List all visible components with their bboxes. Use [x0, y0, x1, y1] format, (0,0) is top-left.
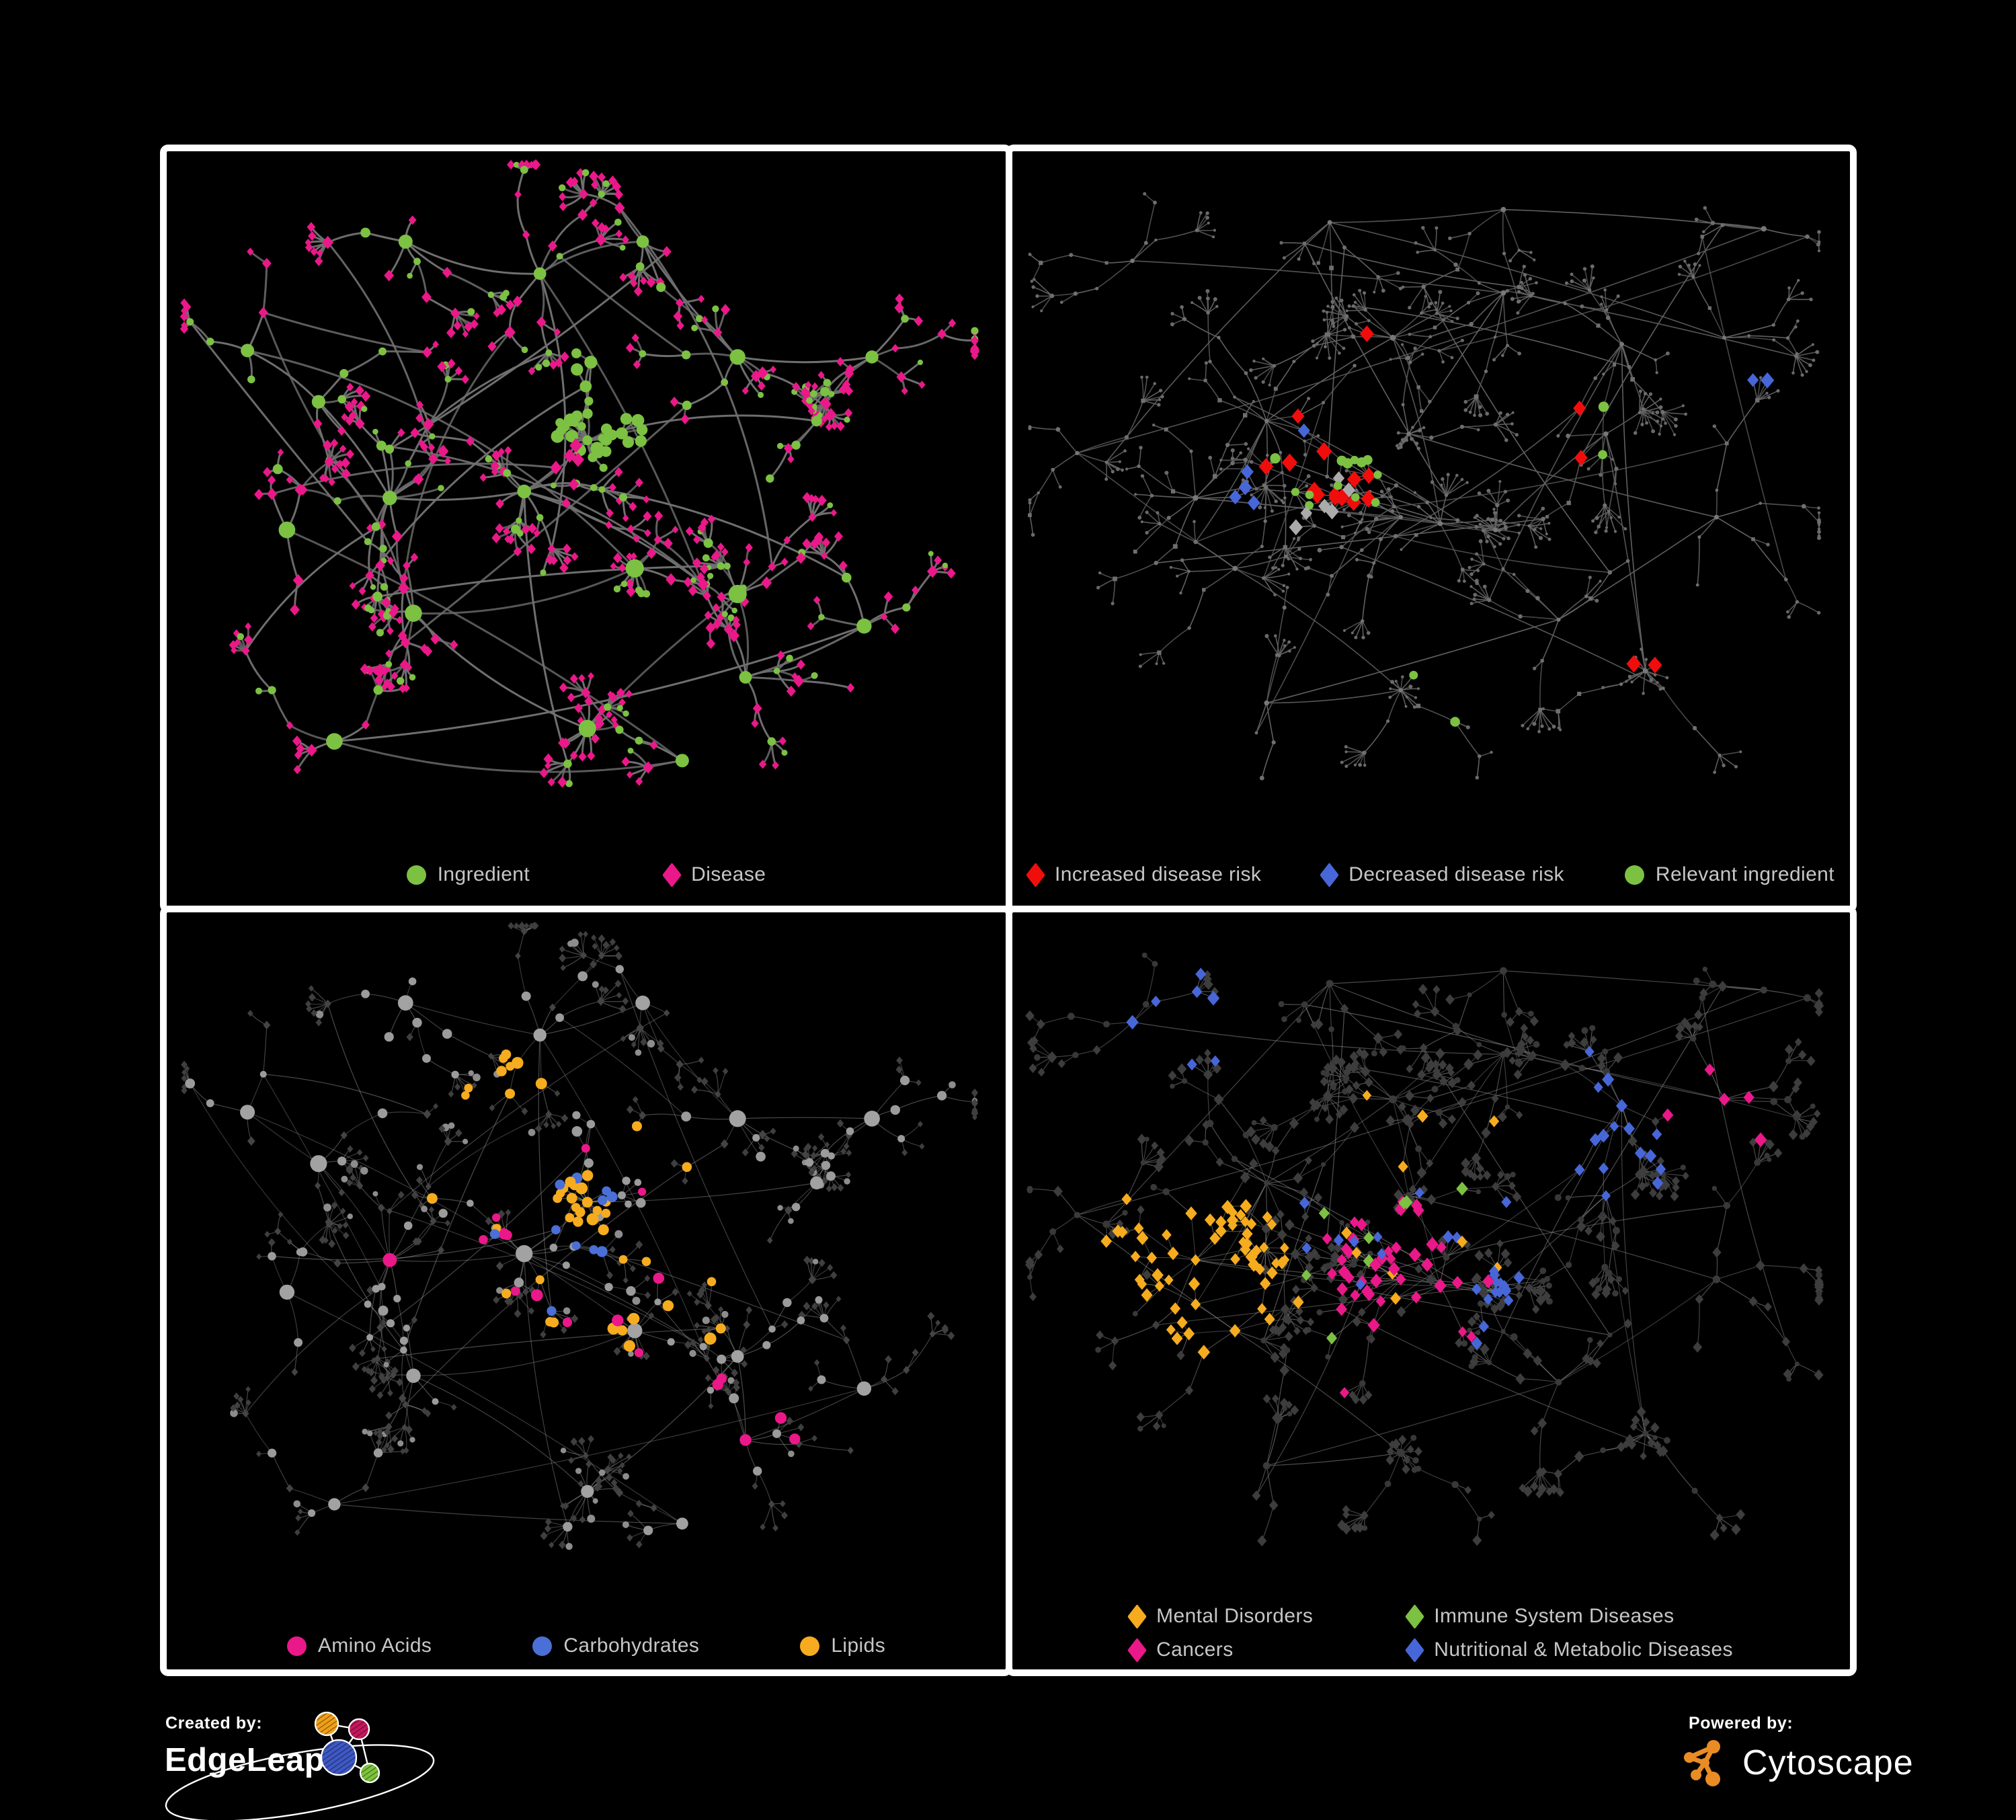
legend-label: Mental Disorders	[1156, 1605, 1314, 1627]
legend-item-cancers: Cancers	[1127, 1637, 1313, 1663]
legend-item-decreased-risk: Decreased disease risk	[1320, 862, 1564, 887]
legend-item-nutritional-metabolic-diseases: Nutritional & Metabolic Diseases	[1405, 1637, 1733, 1663]
increased-risk-diamond-icon	[1026, 862, 1045, 887]
cancers-diamond-icon	[1127, 1637, 1147, 1663]
panel-ingredient-disease: Ingredient Disease	[160, 145, 1012, 913]
legend-macronutrients: Amino Acids Carbohydrates Lipids	[167, 1634, 1006, 1657]
legend-label: Decreased disease risk	[1348, 863, 1564, 885]
legend-label: Cancers	[1156, 1638, 1234, 1661]
cytoscape-wordmark: Cytoscape	[1742, 1743, 1914, 1782]
legend-ingredient-disease: Ingredient Disease	[167, 862, 1006, 887]
edgeleap-network-logo-icon	[314, 1711, 380, 1784]
disease-diamond-icon	[662, 862, 682, 887]
nutritional-metabolic-diamond-icon	[1405, 1637, 1425, 1663]
legend-label: Carbohydrates	[563, 1634, 700, 1657]
lipids-circle-icon	[800, 1636, 820, 1656]
ingredient-disease-network-canvas	[179, 159, 980, 788]
legend-item-ingredient: Ingredient	[406, 863, 530, 886]
legend-item-increased-risk: Increased disease risk	[1026, 862, 1262, 887]
legend-label: Amino Acids	[317, 1634, 432, 1657]
decreased-risk-diamond-icon	[1320, 862, 1340, 887]
legend-item-immune-system-diseases: Immune System Diseases	[1405, 1604, 1733, 1629]
disease-risk-network-canvas	[1028, 192, 1821, 781]
disease-categories-network-canvas	[1025, 952, 1824, 1546]
carbohydrates-circle-icon	[532, 1636, 553, 1656]
edgeleap-wordmark: EdgeLeap	[165, 1742, 325, 1778]
immune-system-diseases-diamond-icon	[1405, 1604, 1425, 1629]
legend-disease-categories: Mental Disorders Immune System Diseases …	[1127, 1604, 1733, 1663]
legend-item-disease: Disease	[662, 862, 766, 887]
legend-item-carbohydrates: Carbohydrates	[532, 1634, 699, 1657]
legend-item-amino-acids: Amino Acids	[286, 1634, 432, 1657]
mental-disorders-diamond-icon	[1127, 1604, 1147, 1629]
legend-label: Increased disease risk	[1055, 863, 1262, 885]
panel-macronutrients: Amino Acids Carbohydrates Lipids	[160, 906, 1012, 1676]
legend-item-relevant-ingredient: Relevant ingredient	[1624, 863, 1834, 886]
created-by-label: Created by:	[165, 1714, 263, 1733]
legend-label: Disease	[691, 863, 766, 885]
legend-label: Relevant ingredient	[1655, 863, 1834, 885]
legend-item-lipids: Lipids	[800, 1634, 885, 1657]
legend-disease-risk: Increased disease risk Decreased disease…	[1012, 862, 1850, 887]
amino-acids-circle-icon	[286, 1636, 307, 1656]
legend-item-mental-disorders: Mental Disorders	[1127, 1604, 1314, 1629]
legend-label: Immune System Diseases	[1434, 1605, 1675, 1627]
ingredient-circle-icon	[406, 865, 426, 885]
legend-label: Nutritional & Metabolic Diseases	[1434, 1638, 1733, 1661]
edgeleap-swoosh-line	[165, 1744, 435, 1820]
panel-disease-risk: Increased disease risk Decreased disease…	[1006, 145, 1857, 913]
macronutrients-network-canvas	[181, 921, 979, 1550]
powered-by-label: Powered by:	[1689, 1714, 1793, 1733]
panel-disease-categories: Mental Disorders Immune System Diseases …	[1006, 906, 1857, 1676]
legend-label: Ingredient	[437, 863, 530, 885]
legend-label: Lipids	[831, 1634, 886, 1657]
relevant-ingredient-circle-icon	[1624, 865, 1644, 885]
cytoscape-logo-icon	[1684, 1740, 1720, 1786]
